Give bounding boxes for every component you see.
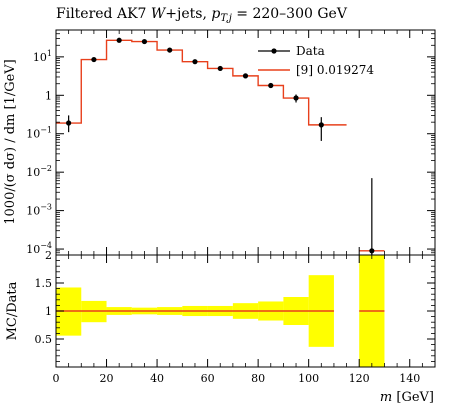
- legend-mc-label: [9] 0.019274: [296, 63, 374, 77]
- ratio-y-tick-label: 0.5: [35, 333, 53, 346]
- y-tick-label: 10−3: [26, 203, 52, 218]
- main-y-axis-label: 1000/(σ dσ) / dm [1/GeV]: [3, 59, 18, 225]
- data-marker: [318, 122, 324, 128]
- y-tick-label: 10−2: [26, 164, 52, 179]
- legend-data-label: Data: [296, 44, 325, 58]
- main-y-axis: 101 1 10−1 10−2 10−3 10−4: [26, 29, 435, 256]
- x-tick-label: 80: [251, 372, 265, 385]
- main-panel: 101 1 10−1 10−2 10−3 10−4 1000/(σ dσ) / dm [1…: [3, 29, 436, 256]
- data-point: [192, 59, 198, 65]
- y-tick-label: 101: [33, 49, 52, 64]
- legend: Data [9] 0.019274: [258, 44, 374, 77]
- x-tick-label: 120: [349, 372, 370, 385]
- main-x-axis: [55, 30, 436, 255]
- data-marker: [91, 56, 97, 63]
- data-point: [318, 117, 324, 141]
- data-point: [268, 82, 274, 89]
- ratio-x-axis: 0 20 40 60 80 100 120 140: [53, 255, 436, 385]
- data-marker: [141, 38, 148, 45]
- main-panel-frame: [55, 29, 436, 256]
- ratio-panel: 0.5 1 1.5 2 0 20 40 60 80 100 120 140 MC/Data m [G…: [5, 249, 436, 405]
- ratio-y-axis: 0.5 1 1.5 2: [35, 249, 435, 362]
- ratio-y-tick-label: 1: [45, 305, 52, 318]
- data-point: [167, 47, 173, 53]
- ratio-y-tick-label: 1.5: [35, 277, 53, 290]
- ratio-y-axis-label: MC/Data: [5, 281, 20, 340]
- x-tick-label: 60: [201, 372, 215, 385]
- ratio-plot-area: [56, 255, 385, 367]
- ratio-y-tick-label: 2: [45, 249, 52, 262]
- x-axis-label: m [GeV]: [380, 390, 434, 405]
- data-marker: [293, 95, 299, 101]
- data-point: [66, 115, 72, 133]
- data-point: [293, 94, 299, 103]
- data-marker: [369, 248, 375, 254]
- data-marker: [192, 59, 198, 65]
- data-marker: [66, 120, 72, 126]
- data-point: [217, 65, 223, 72]
- y-tick-label: 1: [45, 89, 52, 102]
- data-point: [116, 37, 122, 43]
- y-tick-label: 10−4: [26, 241, 52, 256]
- chart-title: Filtered AK7 W+jets, pT,j = 220–300 GeV: [56, 6, 348, 24]
- y-tick-label: 10−1: [26, 126, 52, 141]
- data-marker: [116, 37, 122, 43]
- x-tick-label: 100: [298, 372, 319, 385]
- data-marker: [167, 47, 173, 53]
- data-marker: [242, 73, 249, 79]
- data-point: [369, 178, 375, 255]
- x-tick-label: 140: [399, 372, 420, 385]
- data-point: [91, 56, 97, 63]
- mc-histogram-line: [56, 39, 347, 126]
- data-marker: [217, 65, 223, 72]
- legend-data-marker: [271, 48, 277, 54]
- data-point: [242, 73, 249, 79]
- x-tick-label: 40: [150, 372, 164, 385]
- x-tick-label: 20: [100, 372, 114, 385]
- data-point: [141, 38, 148, 45]
- main-plot-area: [56, 37, 385, 255]
- data-marker: [268, 82, 274, 89]
- x-tick-label: 0: [53, 372, 60, 385]
